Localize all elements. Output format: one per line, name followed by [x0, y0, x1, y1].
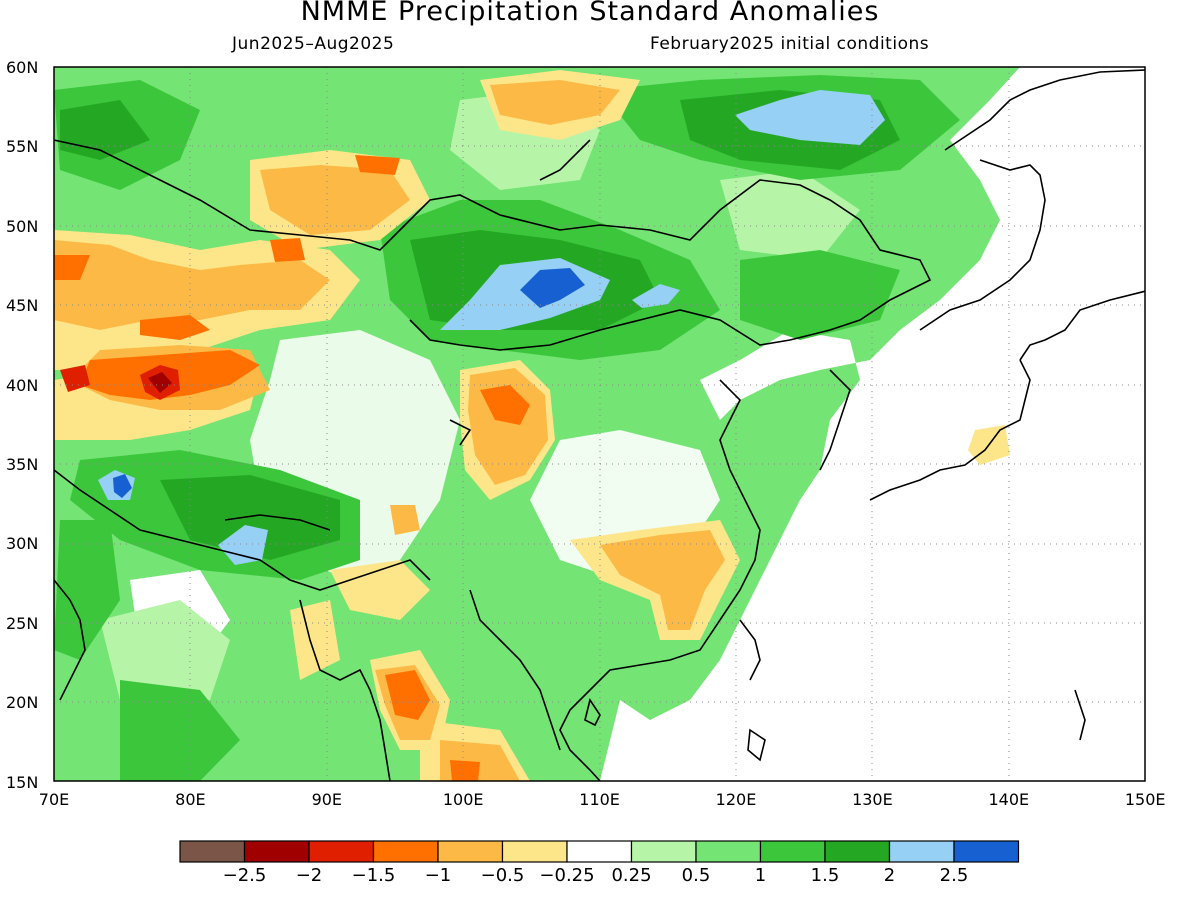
legend-label: 1 — [754, 865, 767, 886]
lat-label: 40N — [6, 375, 39, 395]
initial-conditions: February2025 initial conditions — [650, 34, 930, 54]
map-frame — [53, 66, 1146, 782]
legend-swatch — [759, 840, 826, 863]
forecast-period: Jun2025–Aug2025 — [232, 34, 395, 54]
anomaly-field — [54, 67, 1145, 781]
legend-label: 2 — [883, 865, 896, 886]
lat-label: 45N — [6, 296, 39, 316]
legend-swatch — [243, 840, 310, 863]
lat-label: 55N — [6, 137, 39, 157]
lon-label: 130E — [852, 790, 893, 809]
legend-swatch — [953, 840, 1020, 863]
lon-label: 80E — [175, 790, 206, 809]
lon-label: 90E — [311, 790, 343, 809]
lon-label: 120E — [715, 790, 757, 809]
map-title: NMME Precipitation Standard Anomalies — [300, 0, 880, 27]
lat-label: 35N — [6, 455, 39, 474]
legend-swatch — [308, 840, 375, 863]
legend-swatch — [566, 840, 633, 863]
legend-label: 0.5 — [681, 865, 711, 886]
legend-label: 2.5 — [939, 865, 969, 886]
legend-swatch — [695, 840, 762, 863]
lon-label: 110E — [579, 790, 620, 809]
legend-label: −1.5 — [351, 865, 396, 886]
lon-label: 140E — [988, 790, 1030, 809]
lon-label: 100E — [442, 790, 484, 809]
legend-swatch — [372, 840, 439, 863]
lat-label: 30N — [6, 534, 39, 554]
lon-label: 150E — [1124, 790, 1166, 809]
legend-label: 0.25 — [611, 865, 652, 886]
lat-label: 60N — [6, 58, 39, 77]
legend-swatch — [888, 840, 955, 863]
lat-label: 50N — [6, 216, 39, 236]
legend-label: −1 — [424, 865, 452, 886]
legend-label: −0.25 — [539, 865, 595, 886]
coastlines-borders — [54, 69, 1145, 781]
legend-label: −2 — [295, 865, 323, 886]
legend-label: 1.5 — [810, 865, 840, 886]
legend-swatch — [630, 840, 697, 863]
legend-swatch — [824, 840, 891, 863]
legend-label: −2.5 — [222, 865, 267, 886]
legend-swatch — [501, 840, 568, 863]
legend-swatch — [437, 840, 504, 863]
lat-label: 20N — [6, 693, 39, 713]
lat-label: 15N — [6, 772, 39, 792]
legend-label: −0.5 — [480, 865, 525, 886]
legend-swatch — [179, 840, 246, 863]
lat-label: 25N — [6, 613, 39, 633]
color-legend — [179, 840, 1020, 863]
lon-label: 70E — [38, 790, 70, 809]
